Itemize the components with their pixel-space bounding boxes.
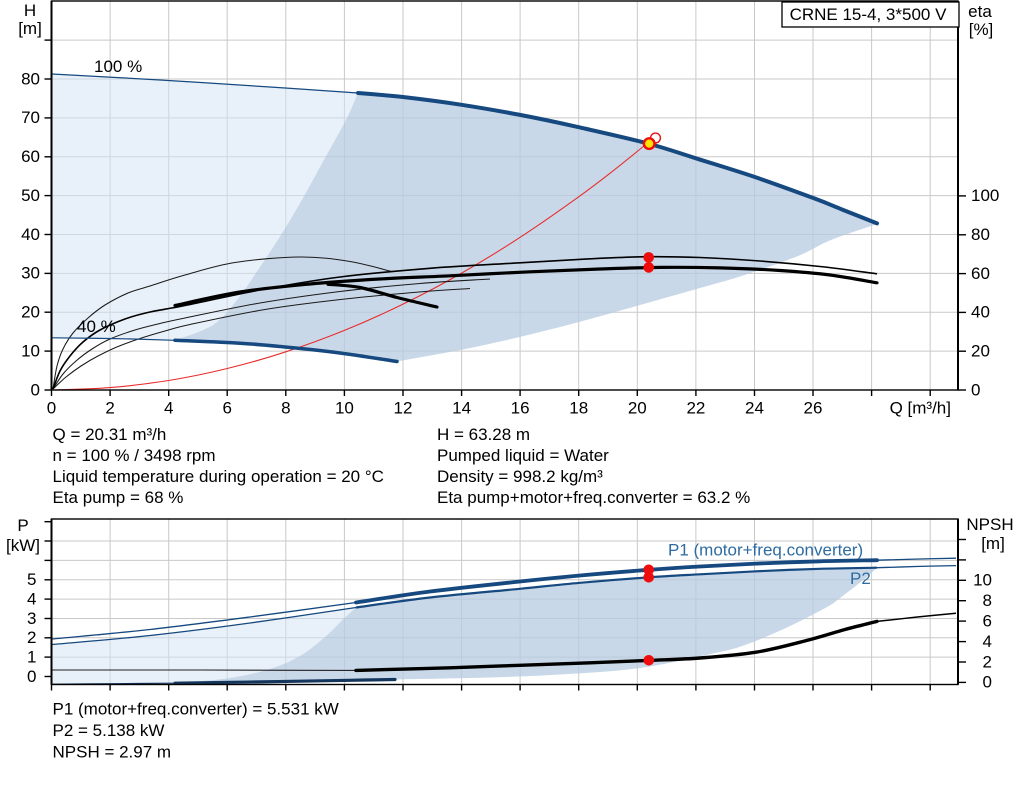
svg-text:20: 20 bbox=[971, 342, 990, 361]
svg-text:[m]: [m] bbox=[981, 534, 1005, 553]
svg-text:30: 30 bbox=[21, 264, 40, 283]
svg-text:14: 14 bbox=[452, 398, 471, 417]
svg-text:P1 (motor+freq.converter) = 5.: P1 (motor+freq.converter) = 5.531 kW bbox=[53, 700, 339, 719]
svg-text:P: P bbox=[17, 516, 28, 535]
svg-text:10: 10 bbox=[973, 571, 992, 590]
svg-text:26: 26 bbox=[804, 398, 823, 417]
svg-text:4: 4 bbox=[983, 632, 992, 651]
svg-text:60: 60 bbox=[971, 264, 990, 283]
svg-text:0: 0 bbox=[983, 673, 992, 692]
svg-text:100: 100 bbox=[971, 186, 999, 205]
svg-text:8: 8 bbox=[281, 398, 290, 417]
svg-text:3: 3 bbox=[27, 609, 36, 628]
svg-text:24: 24 bbox=[745, 398, 764, 417]
svg-text:P2: P2 bbox=[850, 569, 871, 588]
svg-text:P1 (motor+freq.converter): P1 (motor+freq.converter) bbox=[668, 541, 863, 560]
svg-text:12: 12 bbox=[394, 398, 413, 417]
svg-text:40: 40 bbox=[21, 225, 40, 244]
svg-text:100 %: 100 % bbox=[94, 57, 142, 76]
svg-text:16: 16 bbox=[511, 398, 530, 417]
svg-text:[%]: [%] bbox=[969, 20, 994, 39]
svg-text:80: 80 bbox=[971, 225, 990, 244]
svg-text:6: 6 bbox=[222, 398, 231, 417]
svg-text:6: 6 bbox=[983, 611, 992, 630]
svg-text:22: 22 bbox=[686, 398, 705, 417]
svg-text:70: 70 bbox=[21, 108, 40, 127]
svg-text:80: 80 bbox=[21, 69, 40, 88]
svg-text:Density = 998.2 kg/m³: Density = 998.2 kg/m³ bbox=[437, 467, 603, 486]
svg-text:2: 2 bbox=[27, 628, 36, 647]
svg-text:eta: eta bbox=[968, 2, 992, 21]
svg-text:[m]: [m] bbox=[18, 19, 42, 38]
svg-text:5: 5 bbox=[27, 570, 36, 589]
svg-text:40: 40 bbox=[971, 303, 990, 322]
svg-text:NPSH = 2.97 m: NPSH = 2.97 m bbox=[53, 743, 172, 762]
svg-text:18: 18 bbox=[569, 398, 588, 417]
svg-text:H: H bbox=[24, 1, 36, 20]
svg-text:4: 4 bbox=[164, 398, 173, 417]
svg-text:8: 8 bbox=[983, 591, 992, 610]
svg-text:60: 60 bbox=[21, 147, 40, 166]
svg-text:20: 20 bbox=[628, 398, 647, 417]
svg-text:1: 1 bbox=[27, 647, 36, 666]
svg-text:0: 0 bbox=[31, 380, 40, 399]
svg-text:H = 63.28 m: H = 63.28 m bbox=[437, 425, 530, 444]
svg-text:2: 2 bbox=[105, 398, 114, 417]
svg-text:Liquid temperature during oper: Liquid temperature during operation = 20… bbox=[53, 467, 384, 486]
svg-text:Eta pump = 68 %: Eta pump = 68 % bbox=[53, 488, 184, 507]
svg-text:CRNE 15-4, 3*500 V: CRNE 15-4, 3*500 V bbox=[790, 5, 948, 24]
svg-text:10: 10 bbox=[335, 398, 354, 417]
svg-text:Eta pump+motor+freq.converter: Eta pump+motor+freq.converter = 63.2 % bbox=[437, 488, 750, 507]
svg-text:[kW]: [kW] bbox=[6, 536, 40, 555]
svg-text:0: 0 bbox=[47, 398, 56, 417]
svg-text:Q = 20.31 m³/h: Q = 20.31 m³/h bbox=[53, 425, 167, 444]
svg-text:Q [m³/h]: Q [m³/h] bbox=[890, 398, 951, 417]
svg-text:NPSH: NPSH bbox=[966, 515, 1013, 534]
svg-text:P2 = 5.138 kW: P2 = 5.138 kW bbox=[53, 721, 165, 740]
svg-text:0: 0 bbox=[27, 667, 36, 686]
svg-text:Pumped liquid = Water: Pumped liquid = Water bbox=[437, 446, 609, 465]
svg-text:50: 50 bbox=[21, 186, 40, 205]
svg-text:n = 100 % / 3498 rpm: n = 100 % / 3498 rpm bbox=[53, 446, 216, 465]
svg-text:20: 20 bbox=[21, 303, 40, 322]
svg-text:10: 10 bbox=[21, 341, 40, 360]
svg-text:40 %: 40 % bbox=[77, 317, 116, 336]
svg-text:4: 4 bbox=[27, 589, 36, 608]
svg-text:2: 2 bbox=[983, 652, 992, 671]
svg-text:0: 0 bbox=[971, 380, 980, 399]
